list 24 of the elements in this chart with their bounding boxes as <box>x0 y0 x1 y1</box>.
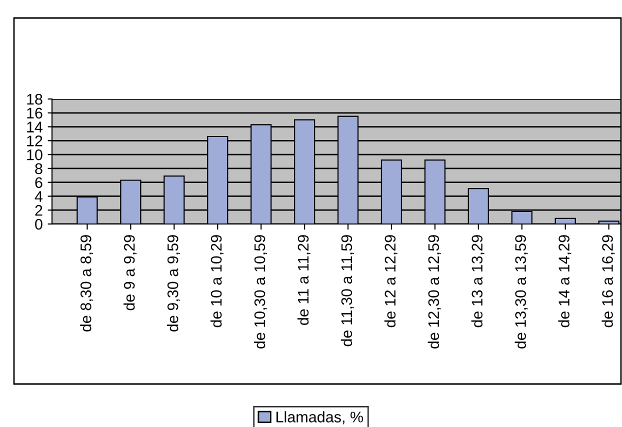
x-tick-label: de 10 a 10,29 <box>210 235 224 328</box>
legend-label: Llamadas, % <box>276 411 364 424</box>
x-tick-label: de 11,30 a 11,59 <box>340 235 354 346</box>
y-tick-label: 2 <box>35 204 42 216</box>
y-tick-label: 14 <box>27 122 43 132</box>
x-tick-label: de 13,30 a 13,59 <box>514 235 528 348</box>
x-tick-label: de 11 a 11,29 <box>297 235 310 325</box>
x-tick-label: de 12 a 12,29 <box>384 235 398 328</box>
y-tick-label: 18 <box>27 94 42 105</box>
y-tick-label: 8 <box>35 163 42 174</box>
x-tick-label: de 12,30 a 12,59 <box>428 235 441 348</box>
x-tick-label: de 14 a 14,29 <box>558 235 572 328</box>
x-tick-label: de 13 a 13,29 <box>471 235 484 328</box>
y-tick-label: 6 <box>35 177 42 188</box>
y-tick-label: 10 <box>27 149 42 160</box>
x-tick-label: de 8,30 a 8,59 <box>80 235 94 332</box>
x-tick-label: de 16 a 16,29 <box>602 235 615 328</box>
x-tick-label: de 9,30 a 9,59 <box>167 235 180 332</box>
x-tick-label: de 9 a 9,29 <box>124 235 137 310</box>
y-tick-label: 12 <box>27 136 42 146</box>
y-tick-label: 0 <box>35 218 42 230</box>
y-tick-label: 16 <box>27 108 42 119</box>
x-tick-label: de 10,30 a 10,59 <box>254 235 267 348</box>
y-tick-label: 4 <box>34 191 43 202</box>
